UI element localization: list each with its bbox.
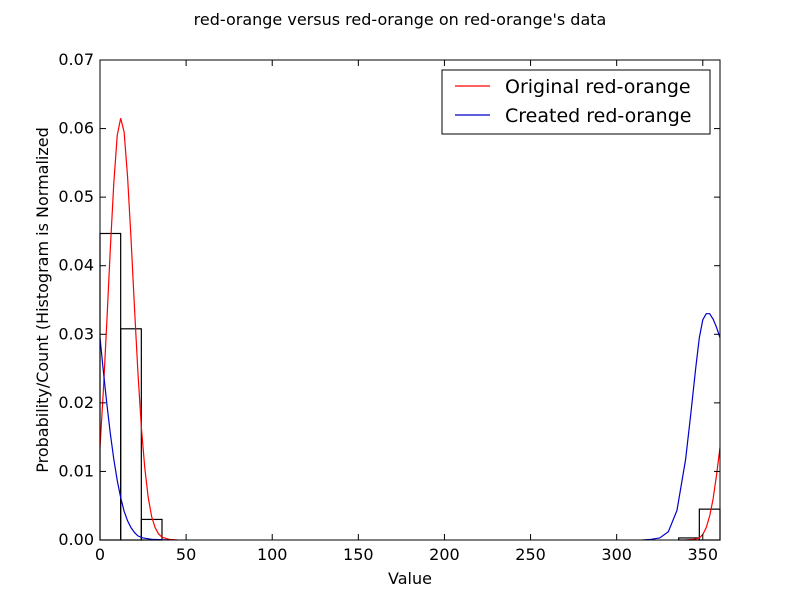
y-tick-label-6: 0.06 <box>58 119 94 138</box>
x-tick-label-5: 250 <box>515 545 546 564</box>
plot-frame <box>99 59 721 541</box>
legend-box <box>441 69 711 135</box>
series-line-1 <box>99 313 721 541</box>
x-tick-label-6: 300 <box>601 545 632 564</box>
y-tick-label-3: 0.03 <box>58 324 94 343</box>
y-tick-label-7: 0.07 <box>58 50 94 69</box>
x-tick-label-2: 100 <box>257 545 288 564</box>
x-tick-label-0: 0 <box>95 545 105 564</box>
legend-label-original: Original red-orange <box>505 76 691 98</box>
y-tick-label-4: 0.04 <box>58 256 94 275</box>
x-axis-label: Value <box>388 569 432 588</box>
y-tick-label-1: 0.01 <box>58 461 94 480</box>
lines-layer <box>99 118 721 541</box>
histogram-bar-2 <box>140 518 163 541</box>
legend-label-created: Created red-orange <box>505 105 691 127</box>
legend: Original red-orange Created red-orange <box>441 69 711 135</box>
x-tick-label-3: 150 <box>343 545 374 564</box>
x-tick-label-4: 200 <box>429 545 460 564</box>
chart-title: red-orange versus red-orange on red-oran… <box>194 10 607 29</box>
series-line-0 <box>99 118 721 541</box>
y-tick-label-0: 0.00 <box>58 530 94 549</box>
histogram-layer <box>99 232 721 541</box>
y-tick-label-5: 0.05 <box>58 187 94 206</box>
y-tick-label-2: 0.02 <box>58 393 94 412</box>
ticks-layer: 0 50 100 150 200 250 300 350 0.00 0.01 0.02 0.03 0.0… <box>58 50 720 564</box>
x-tick-label-7: 350 <box>688 545 719 564</box>
x-tick-label-1: 50 <box>176 545 196 564</box>
y-axis-label: Probability/Count (Histogram is Normaliz… <box>33 127 52 473</box>
